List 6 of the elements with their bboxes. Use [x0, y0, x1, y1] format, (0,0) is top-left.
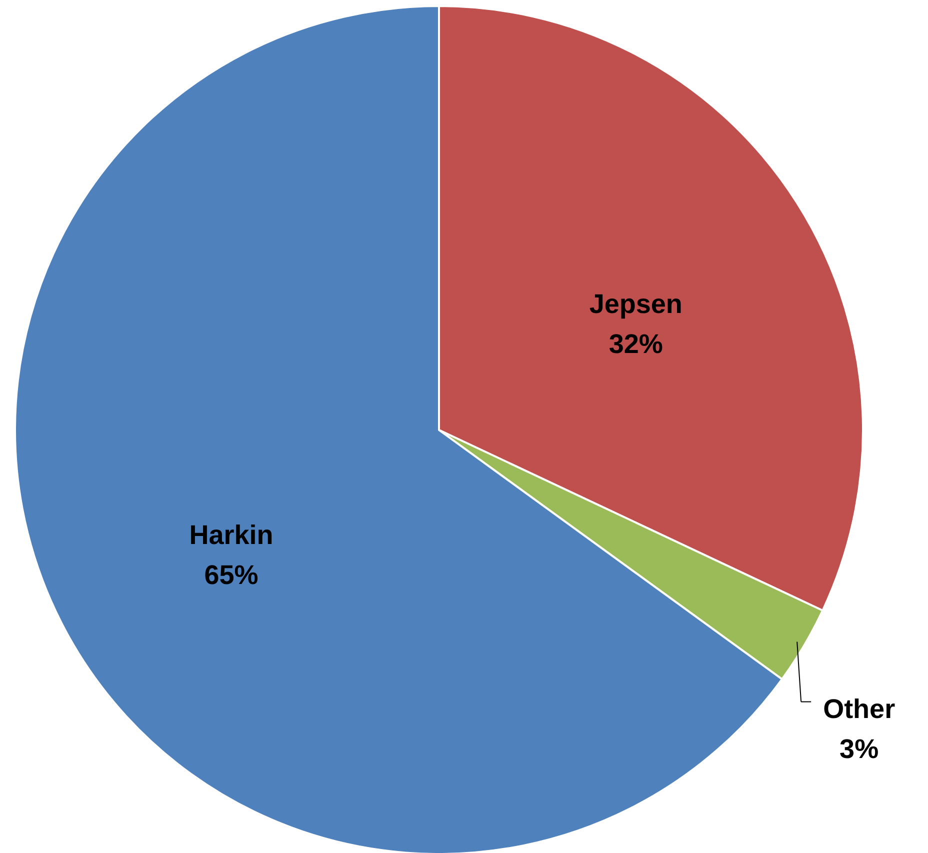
data-label: 3% — [840, 734, 879, 764]
slice-label: Other — [823, 694, 896, 724]
slice-label: Harkin — [189, 520, 274, 550]
data-label: 65% — [204, 560, 258, 590]
data-label: 32% — [608, 329, 663, 360]
slice-label: Jepsen — [589, 289, 682, 320]
